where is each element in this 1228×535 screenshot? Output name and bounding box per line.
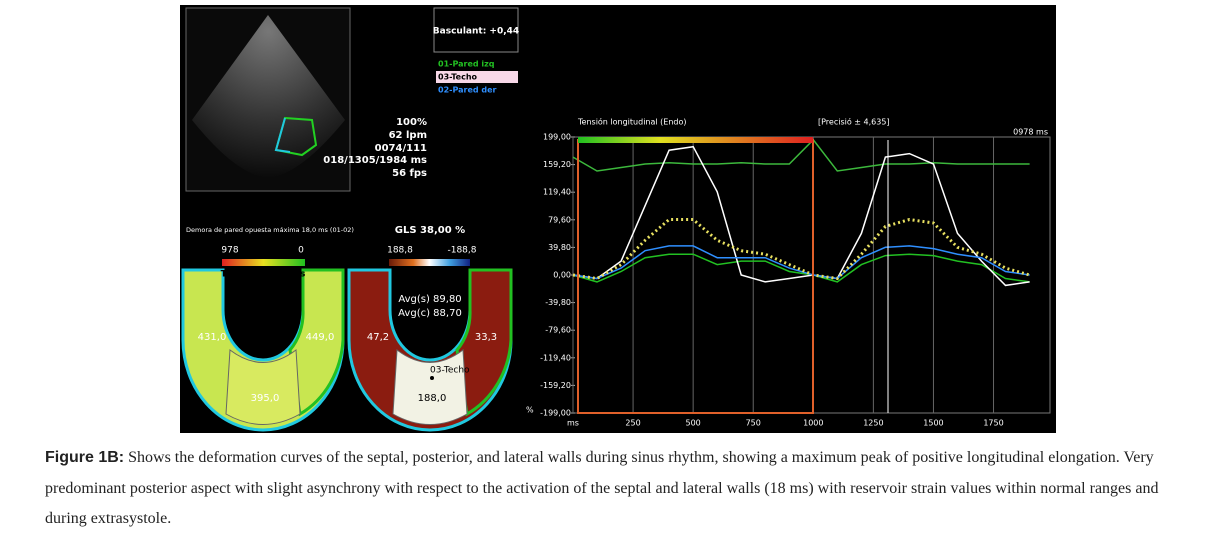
color-scale — [389, 259, 470, 266]
y-axis-label: % — [526, 406, 534, 415]
y-tick-label: -159,20 — [540, 381, 571, 390]
color-scale — [222, 259, 305, 266]
x-tick-label: 1250 — [863, 419, 883, 428]
segment-value: 33,3 — [475, 332, 497, 343]
bullseye-segment — [225, 349, 301, 425]
scale-label: Time To Peak ms — [221, 270, 306, 280]
x-tick-label: 750 — [746, 419, 761, 428]
x-tick-label: 1000 — [803, 419, 823, 428]
bullseye-segment — [392, 349, 468, 425]
echo-setting: 62 lpm — [389, 130, 427, 141]
y-tick-label: 159,20 — [543, 160, 571, 169]
caption: Figure 1B: Shows the deformation curves … — [45, 443, 1195, 535]
chart-subtitle: [Precisió ± 4,635] — [818, 117, 890, 127]
y-tick-label: 0,00 — [553, 271, 571, 280]
scale-label: Máx % — [414, 270, 447, 280]
y-tick-label: -199,00 — [540, 409, 571, 418]
scale-min: -188,8 — [447, 246, 476, 256]
panel-title: GLS 38,00 % — [395, 225, 465, 236]
marker-label: 03-Techo — [430, 366, 470, 376]
echo-setting: 018/1305/1984 ms — [323, 155, 427, 166]
y-tick-label: -39,80 — [545, 298, 571, 307]
y-tick-label: 199,00 — [543, 133, 571, 142]
x-tick-label: 250 — [625, 419, 640, 428]
chart-title: Tensión longitudinal (Endo) — [577, 117, 687, 127]
legend-entry: 01-Pared izq — [438, 60, 495, 69]
annotation: 0978 ms — [1013, 128, 1048, 137]
y-tick-label: -79,60 — [545, 326, 571, 335]
y-tick-label: 119,40 — [543, 188, 571, 197]
scale-max: 978 — [221, 246, 238, 256]
echo-setting: 100% — [396, 117, 427, 128]
echo-image — [192, 15, 345, 178]
color-band — [578, 137, 813, 143]
legend-highlight — [436, 71, 518, 83]
figure: 100% 62 lpm 0074/111 018/1305/1984 ms 56… — [180, 5, 1056, 433]
tilt: Basculant: +0,44 — [433, 27, 519, 37]
series-line — [572, 245, 1030, 280]
series-line — [572, 253, 1030, 283]
contour — [274, 117, 291, 153]
echo-setting: 56 fps — [392, 168, 427, 179]
echo-setting: 0074/111 — [375, 143, 427, 154]
legend-entry: 02-Pared der — [438, 86, 497, 95]
tilt-box — [433, 7, 519, 53]
segment-value: 188,0 — [418, 393, 447, 404]
series-line — [572, 145, 1030, 287]
panel-title: Demora de pared opuesta máxima 18,0 ms (… — [186, 226, 354, 234]
y-tick-label: 39,80 — [548, 243, 571, 252]
series-line — [572, 217, 1031, 281]
marker-dot — [430, 376, 434, 380]
y-tick-label: -119,40 — [540, 353, 571, 362]
series-line — [572, 138, 1030, 172]
x-tick-label: 1750 — [983, 419, 1003, 428]
segment-value: 395,0 — [251, 393, 280, 404]
segment-value: 47,2 — [367, 332, 389, 343]
caption-label: Figure 1B: — [45, 449, 125, 466]
legend: 01-Pared izq 03-Techo 02-Pared der — [436, 60, 518, 95]
x-tick-label: 500 — [686, 419, 701, 428]
segment-value: 431,0 — [198, 332, 227, 343]
average: Avg(c) 88,70 — [398, 308, 462, 319]
y-tick-label: 79,60 — [548, 215, 571, 224]
average: Avg(s) 89,80 — [398, 294, 461, 305]
scale-max: 188,8 — [387, 246, 413, 256]
x-tick-label: ms — [567, 419, 579, 428]
segment-value: 449,0 — [306, 332, 335, 343]
x-tick-label: 1500 — [923, 419, 943, 428]
legend-entry: 03-Techo — [438, 73, 478, 82]
caption-text: Shows the deformation curves of the sept… — [45, 449, 1159, 527]
scale-min: 0 — [298, 246, 304, 256]
